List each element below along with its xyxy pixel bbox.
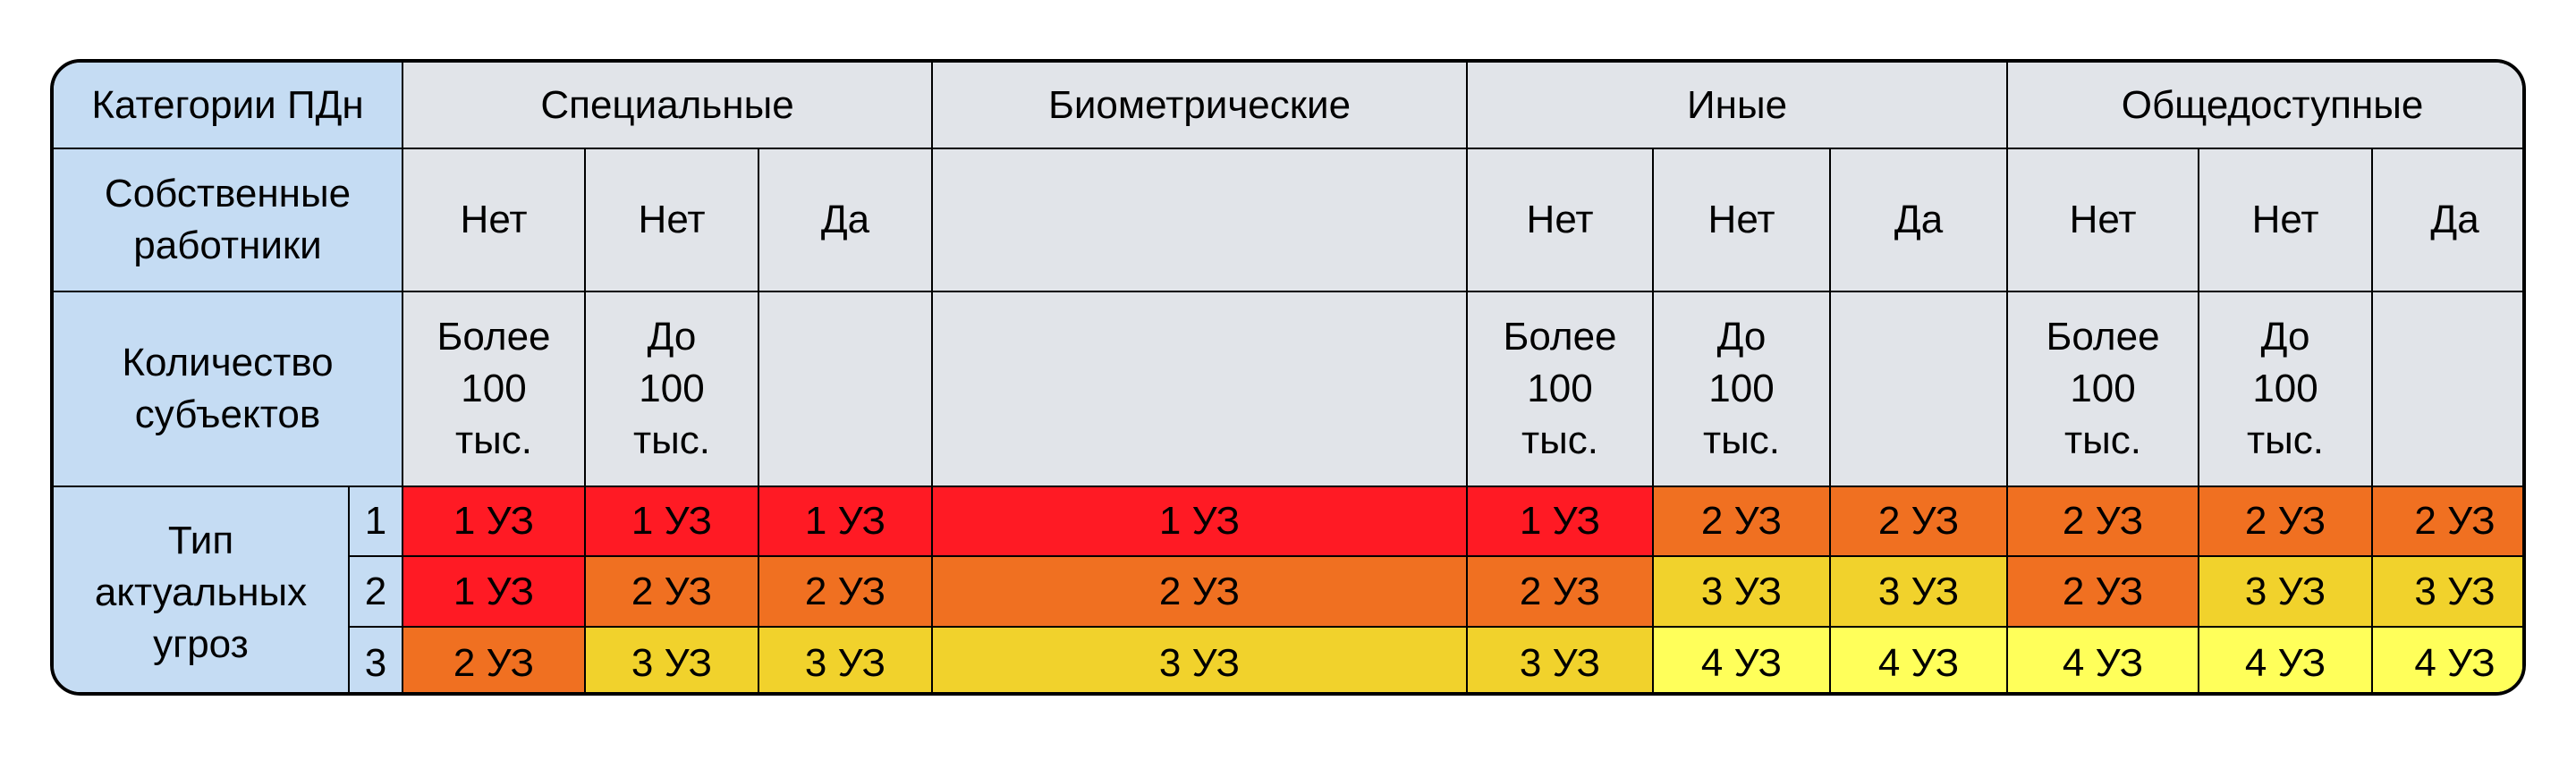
- security-level-cell: 1 УЗ: [584, 486, 760, 557]
- categories-row: Категории ПДн Специальные Биометрические…: [54, 63, 2522, 149]
- security-level-cell: 4 УЗ: [1652, 626, 1832, 692]
- subjects-label: Количество субъектов: [54, 291, 404, 487]
- employees-cell: Да: [758, 148, 934, 292]
- security-level-cell: 2 УЗ: [758, 555, 934, 628]
- subjects-cell: Более 100 тыс.: [402, 291, 587, 487]
- employees-cell: Нет: [1652, 148, 1832, 292]
- subjects-cell: До 100 тыс.: [2198, 291, 2374, 487]
- employees-cell: Да: [1829, 148, 2009, 292]
- security-level-cell: 4 УЗ: [2006, 626, 2200, 692]
- security-level-cell: 3 УЗ: [1652, 555, 1832, 628]
- subjects-cell: Более 100 тыс.: [1466, 291, 1655, 487]
- employees-row: Собственные работники Нет Нет Да Нет Нет…: [54, 148, 2522, 292]
- threat-row-3: 3 2 УЗ 3 УЗ 3 УЗ 3 УЗ 3 УЗ 4 УЗ 4 УЗ 4 У…: [54, 626, 2522, 692]
- security-levels-table: Категории ПДн Специальные Биометрические…: [54, 63, 2522, 692]
- threat-type-number: 3: [349, 626, 404, 692]
- security-level-cell: 4 УЗ: [2198, 626, 2374, 692]
- subjects-row: Количество субъектов Более 100 тыс. До 1…: [54, 291, 2522, 487]
- security-level-cell: 3 УЗ: [1829, 555, 2009, 628]
- security-level-cell: 3 УЗ: [758, 626, 934, 692]
- employees-cell: Да: [2371, 148, 2522, 292]
- threat-row-2: 2 1 УЗ 2 УЗ 2 УЗ 2 УЗ 2 УЗ 3 УЗ 3 УЗ 2 У…: [54, 555, 2522, 628]
- security-level-cell: 2 УЗ: [2371, 486, 2522, 557]
- categories-label: Категории ПДн: [54, 63, 404, 149]
- subjects-cell: До 100 тыс.: [584, 291, 760, 487]
- threat-row-1: Тип актуальных угроз 1 1 УЗ 1 УЗ 1 УЗ 1 …: [54, 486, 2522, 692]
- security-level-cell: 2 УЗ: [584, 555, 760, 628]
- subjects-cell: [758, 291, 934, 487]
- security-level-cell: 2 УЗ: [2006, 555, 2200, 628]
- security-level-cell: 2 УЗ: [931, 555, 1469, 628]
- security-level-cell: 3 УЗ: [2198, 555, 2374, 628]
- security-level-cell: 3 УЗ: [584, 626, 760, 692]
- security-level-cell: 2 УЗ: [1829, 486, 2009, 557]
- threat-type-number: 2: [349, 555, 404, 628]
- threat-type-number: 1: [347, 486, 404, 557]
- category-other: Иные: [1466, 63, 2009, 149]
- security-level-cell: 1 УЗ: [758, 486, 934, 557]
- subjects-cell: До 100 тыс.: [1652, 291, 1832, 487]
- subjects-cell: [931, 291, 1469, 487]
- security-level-cell: 3 УЗ: [931, 626, 1469, 692]
- security-level-cell: 1 УЗ: [1466, 486, 1655, 557]
- employees-cell: Нет: [1466, 148, 1655, 292]
- security-level-cell: 1 УЗ: [931, 486, 1469, 557]
- security-level-cell: 1 УЗ: [402, 486, 587, 557]
- security-level-cell: 2 УЗ: [2006, 486, 2200, 557]
- category-special: Специальные: [402, 63, 934, 149]
- security-level-cell: 3 УЗ: [1466, 626, 1655, 692]
- security-level-cell: 2 УЗ: [1466, 555, 1655, 628]
- category-public: Общедоступные: [2006, 63, 2522, 149]
- security-level-cell: 4 УЗ: [2371, 626, 2522, 692]
- security-level-cell: 4 УЗ: [1829, 626, 2009, 692]
- subjects-cell: [2371, 291, 2522, 487]
- employees-cell: [931, 148, 1469, 292]
- security-level-cell: 2 УЗ: [1652, 486, 1832, 557]
- employees-cell: Нет: [402, 148, 587, 292]
- employees-label: Собственные работники: [54, 148, 404, 292]
- threat-type-label: Тип актуальных угроз: [54, 486, 350, 692]
- employees-cell: Нет: [2006, 148, 2200, 292]
- security-level-cell: 2 УЗ: [2198, 486, 2374, 557]
- security-levels-table-frame: Категории ПДн Специальные Биометрические…: [50, 59, 2526, 696]
- security-level-cell: 2 УЗ: [402, 626, 587, 692]
- security-level-cell: 1 УЗ: [402, 555, 587, 628]
- security-level-cell: 3 УЗ: [2371, 555, 2522, 628]
- employees-cell: Нет: [2198, 148, 2374, 292]
- subjects-cell: Более 100 тыс.: [2006, 291, 2200, 487]
- category-biometric: Биометрические: [931, 63, 1469, 149]
- employees-cell: Нет: [584, 148, 760, 292]
- subjects-cell: [1829, 291, 2009, 487]
